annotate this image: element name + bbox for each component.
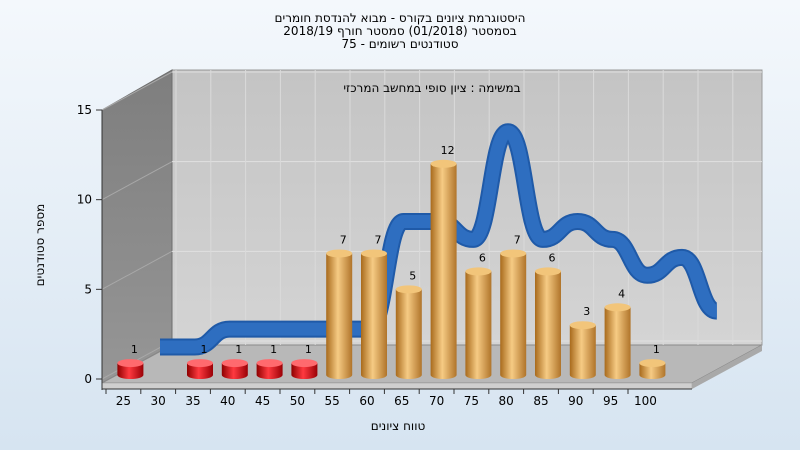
data-label: 1	[305, 343, 312, 356]
chart-subtitle: במשימה : ציון סופי במחשב המרכזי	[343, 81, 520, 95]
x-tick-label: 65	[394, 394, 409, 408]
bar-body	[430, 163, 457, 379]
x-axis-label: טווח ציונים	[371, 419, 426, 433]
bar-body	[187, 363, 213, 379]
y-axis-label: מספר סטודנטים	[33, 204, 47, 287]
x-tick-label: 90	[568, 394, 583, 408]
chart-title-line-1: היסטוגרמת ציונים בקורס - מבוא להנדסת חומ…	[275, 11, 526, 25]
y-tick-label: 5	[84, 282, 92, 296]
y-axis: 0 5 10 15	[77, 103, 103, 390]
data-label: 6	[479, 251, 486, 264]
bar	[500, 249, 527, 379]
data-label: 7	[340, 233, 347, 246]
grid-line-side	[101, 161, 173, 201]
bar-top	[639, 359, 666, 368]
y-tick-label: 10	[77, 193, 92, 207]
bar-top	[256, 359, 283, 368]
data-label: 7	[375, 233, 382, 246]
bar	[535, 267, 561, 379]
data-labels: 1 1 1 1 1 7 7 5 12 6 7 6 3 4 1	[131, 144, 660, 356]
data-label: 6	[549, 251, 556, 264]
y-tick-label: 15	[77, 103, 92, 117]
bar-body	[569, 325, 596, 379]
bar-top	[187, 359, 213, 368]
bar	[604, 303, 631, 379]
bar-top	[117, 359, 144, 368]
grid-line-side	[101, 71, 173, 111]
chart-title-line-2: בסמסטר (01/2018) סמסטר חורף 2018/19	[283, 24, 516, 38]
bar	[117, 359, 144, 379]
bar-top	[535, 267, 561, 276]
x-tick-label: 95	[603, 394, 618, 408]
bar-body	[395, 289, 422, 379]
bar-top	[604, 303, 631, 312]
data-label: 1	[235, 343, 242, 356]
bar	[326, 249, 353, 379]
bars	[117, 159, 666, 379]
grid-line-side	[101, 250, 173, 290]
data-label: 3	[583, 305, 590, 318]
bar-body	[639, 363, 666, 379]
data-label: 5	[409, 269, 416, 282]
bar-body	[604, 307, 631, 379]
data-label: 12	[441, 144, 455, 157]
bar-body	[117, 363, 144, 379]
plot-floor-side-edge	[692, 345, 762, 389]
x-tick-label: 45	[255, 394, 270, 408]
bar-body	[465, 271, 492, 379]
bar	[361, 249, 387, 379]
data-label: 1	[653, 343, 660, 356]
x-tick-label: 35	[185, 394, 200, 408]
bar-body	[326, 253, 353, 379]
bar-top	[500, 249, 527, 258]
x-tick-label: 100	[634, 394, 657, 408]
bar-top	[221, 359, 248, 368]
bar	[395, 285, 422, 379]
x-tick-label: 40	[220, 394, 235, 408]
plot-side-wall	[101, 69, 173, 384]
x-tick-label: 70	[429, 394, 444, 408]
bar	[569, 321, 596, 379]
y-tick-label: 0	[84, 372, 92, 386]
bar	[291, 359, 318, 379]
x-tick-label: 25	[116, 394, 131, 408]
bar-top	[326, 249, 353, 258]
x-tick-label: 85	[533, 394, 548, 408]
x-tick-label: 60	[359, 394, 374, 408]
bar-top	[430, 159, 457, 168]
bar	[221, 359, 248, 379]
bar	[465, 267, 492, 379]
data-label: 1	[131, 343, 138, 356]
bar-body	[291, 363, 318, 379]
bar-top	[465, 267, 492, 276]
bar-body	[221, 363, 248, 379]
bar	[430, 159, 457, 379]
data-label: 7	[514, 233, 521, 246]
bar	[256, 359, 283, 379]
chart-title-line-3: סטודנטים רשומים - 75	[341, 37, 458, 51]
x-axis: 25 30 35 40 45 50 55 60 65 70 75 80 85 90 95 100	[102, 388, 692, 408]
data-label: 1	[201, 343, 208, 356]
bar-body	[361, 253, 387, 379]
data-label: 4	[618, 287, 625, 300]
bar-body	[256, 363, 283, 379]
x-tick-label: 80	[499, 394, 514, 408]
bar-top	[291, 359, 318, 368]
bar-top	[569, 321, 596, 330]
data-label: 1	[270, 343, 277, 356]
x-tick-label: 30	[151, 394, 166, 408]
bar-body	[500, 253, 527, 379]
x-tick-label: 50	[290, 394, 305, 408]
bar-top	[361, 249, 387, 258]
bar	[639, 359, 666, 379]
bar-body	[535, 271, 561, 379]
bar-top	[395, 285, 422, 294]
bar	[187, 359, 213, 379]
plot-floor-edge	[101, 382, 693, 390]
x-tick-label: 75	[464, 394, 479, 408]
x-tick-label: 55	[325, 394, 340, 408]
